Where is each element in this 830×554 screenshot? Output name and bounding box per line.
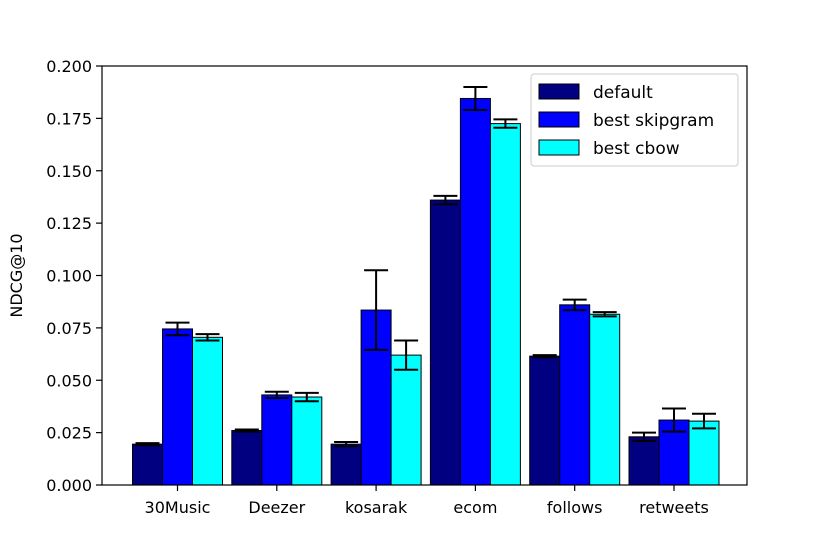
legend-label-default: default	[593, 83, 653, 103]
error-bar-best-cbow-30music	[195, 333, 220, 342]
bar-best-cbow-retweets	[688, 420, 720, 486]
x-tick-label-kosarak: kosarak	[345, 498, 408, 517]
bar-best-skipgram-30music	[162, 328, 193, 486]
bar-default-deezer	[231, 430, 263, 486]
bars-layer	[132, 97, 720, 486]
y-tick-label: 0.125	[46, 214, 92, 233]
y-axis: 0.000 0.025 0.050 0.075 0.100 0.125 0.150 0.175…	[46, 57, 102, 495]
bar-best-cbow-30music	[192, 336, 223, 486]
bar-best-skipgram-deezer	[261, 394, 293, 486]
bar-best-skipgram-ecom	[459, 97, 491, 486]
bar-best-cbow-follows	[589, 313, 621, 486]
y-tick-label: 0.150	[46, 162, 92, 181]
error-bar-best-cbow-deezer	[294, 391, 319, 403]
y-tick-label: 0.025	[46, 424, 92, 443]
error-bar-best-cbow-kosarak	[394, 339, 419, 371]
legend-swatch-best-cbow	[538, 139, 580, 156]
error-bar-best-skipgram-retweets	[662, 407, 686, 433]
error-bar-best-skipgram-ecom	[463, 85, 488, 111]
error-bar-default-retweets	[632, 431, 656, 443]
x-tick-label-ecom: ecom	[453, 498, 497, 517]
x-tick-label-follows: follows	[547, 498, 603, 517]
error-bar-best-skipgram-kosarak	[364, 269, 389, 351]
bar-default-30music	[132, 443, 163, 486]
legend-swatch-best-skipgram	[538, 111, 580, 128]
y-tick-label: 0.175	[46, 109, 92, 128]
error-bar-default-deezer	[234, 428, 259, 433]
bar-best-cbow-deezer	[291, 396, 323, 486]
bar-default-kosarak	[330, 443, 362, 486]
error-bar-best-skipgram-follows	[562, 298, 587, 312]
y-tick-label: 0.075	[46, 319, 92, 338]
x-axis: 30Music Deezer kosarak ecom follows retweets	[145, 485, 709, 517]
legend-swatch-default	[538, 83, 580, 100]
y-axis-label: NDCG@10	[7, 233, 26, 317]
bar-best-cbow-kosarak	[390, 354, 422, 486]
x-tick-label-deezer: Deezer	[248, 498, 305, 517]
error-bar-default-kosarak	[334, 441, 359, 448]
x-tick-label-30music: 30Music	[145, 498, 211, 517]
legend-label-best-cbow: best cbow	[593, 139, 680, 159]
error-bar-best-cbow-ecom	[493, 118, 518, 129]
x-tick-label-retweets: retweets	[639, 498, 709, 517]
legend-label-best-skipgram: best skipgram	[593, 111, 714, 131]
error-bar-best-cbow-follows	[592, 311, 617, 318]
legend-box	[530, 73, 739, 167]
bar-best-skipgram-follows	[559, 304, 591, 486]
error-bar-default-ecom	[433, 194, 458, 206]
y-tick-label: 0.100	[46, 267, 92, 286]
y-tick-label: 0.000	[46, 476, 92, 495]
y-tick-label: 0.050	[46, 371, 92, 390]
y-tick-label: 0.200	[46, 57, 92, 76]
error-bar-best-skipgram-deezer	[264, 390, 289, 400]
bar-default-retweets	[628, 436, 660, 486]
error-bar-default-30music	[135, 442, 160, 447]
error-bar-default-follows	[532, 354, 557, 359]
error-bar-best-skipgram-30music	[165, 321, 190, 337]
bar-best-cbow-ecom	[489, 123, 521, 486]
legend: default best skipgram best cbow	[530, 73, 739, 167]
bar-default-ecom	[429, 199, 461, 486]
error-bar-best-cbow-retweets	[692, 412, 716, 430]
bar-default-follows	[529, 355, 561, 486]
error-bars-layer	[135, 85, 716, 448]
